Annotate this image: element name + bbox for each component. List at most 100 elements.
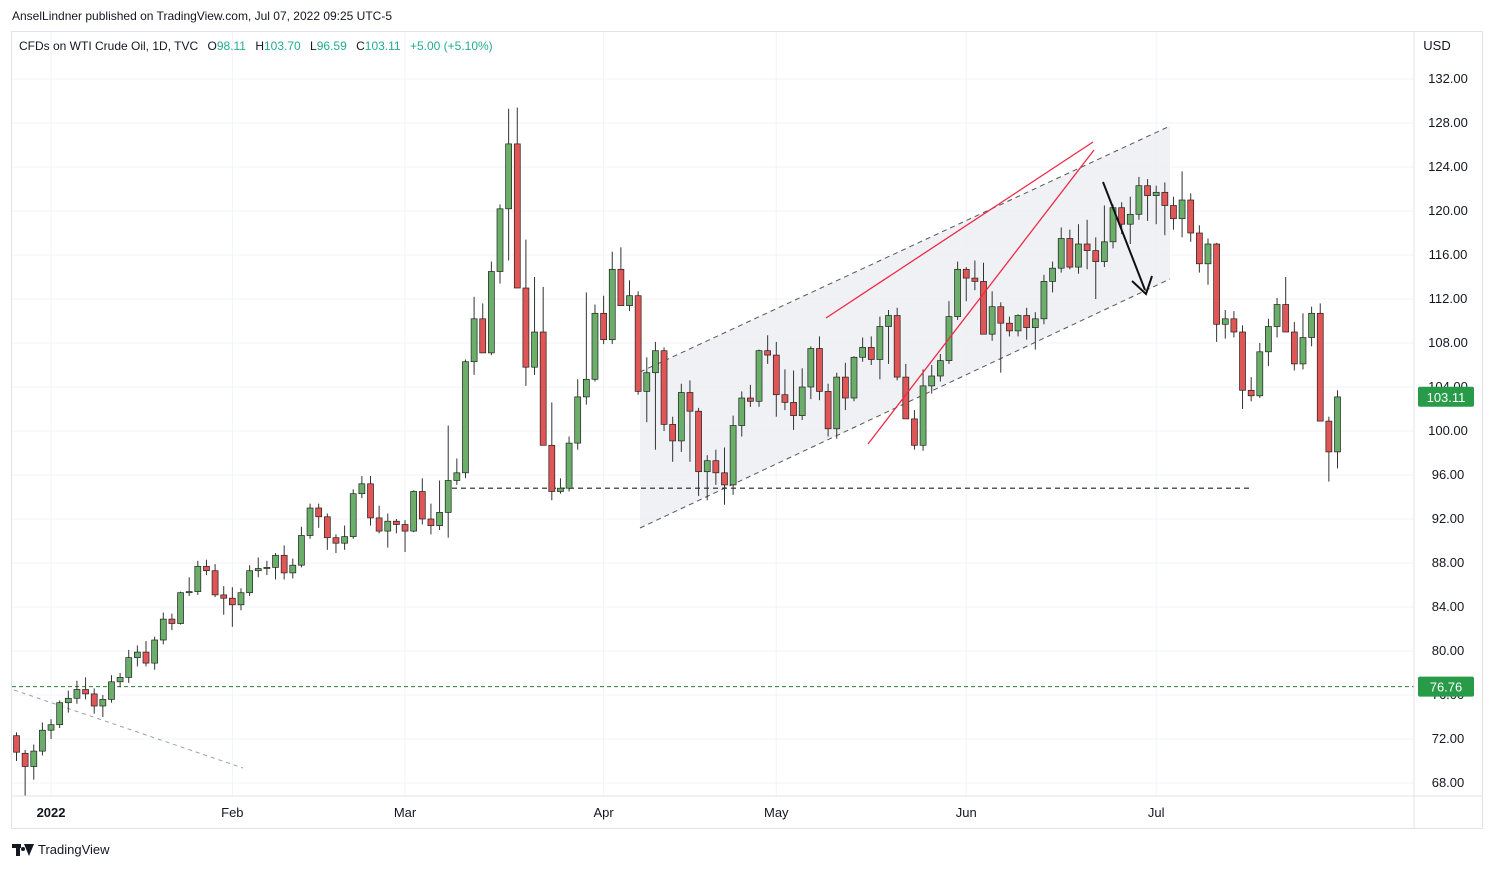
legend-close: 103.11	[364, 39, 401, 53]
channel-fill	[640, 126, 1170, 528]
candle-body	[617, 268, 625, 306]
candle-body	[1118, 207, 1126, 225]
candle	[358, 476, 366, 499]
candle-body	[1282, 304, 1290, 333]
candle	[505, 108, 512, 261]
legend-high: 103.70	[264, 39, 301, 53]
candle	[1101, 205, 1108, 268]
candle	[859, 337, 866, 362]
channel-annotation	[12, 125, 1414, 769]
trend-annotations	[825, 141, 1153, 445]
candle	[1170, 196, 1177, 230]
candles	[13, 107, 1341, 797]
candle-body	[1101, 241, 1108, 262]
candle	[695, 407, 702, 496]
candle	[1256, 343, 1264, 398]
y-tick-label: 128.00	[1428, 115, 1468, 130]
y-tick-label: 124.00	[1428, 159, 1468, 174]
y-tick-label: 92.00	[1432, 511, 1465, 526]
candle-body	[936, 360, 944, 377]
candle-body	[237, 592, 245, 606]
candle	[306, 503, 314, 539]
candle-body	[229, 597, 236, 606]
publisher-line: AnselLindner published on TradingView.co…	[12, 9, 393, 23]
tradingview-footer[interactable]: TradingView	[12, 842, 110, 857]
candle-body	[280, 554, 288, 574]
candle-body	[1023, 315, 1031, 328]
legend-close-label: C	[356, 39, 365, 53]
candle-body	[539, 331, 547, 446]
candle-body	[1196, 232, 1203, 265]
candle-body	[738, 397, 746, 426]
candle-body	[444, 480, 452, 513]
candle	[280, 545, 288, 580]
legend-change: +5.00 (+5.10%)	[409, 39, 493, 53]
candle	[1316, 303, 1324, 422]
candle	[229, 587, 236, 627]
candle	[151, 636, 158, 670]
candle-body	[522, 287, 530, 368]
candle	[1334, 390, 1341, 469]
price-label: 76.76	[1430, 680, 1463, 695]
candle-body	[323, 516, 331, 539]
candle	[816, 336, 823, 401]
candle-body	[1049, 267, 1056, 282]
candle-body	[168, 618, 176, 624]
candle	[798, 368, 806, 420]
candle	[436, 480, 443, 530]
candle-body	[13, 735, 20, 753]
candle-body	[1221, 318, 1229, 325]
candle-body	[1239, 331, 1246, 391]
candle	[1273, 297, 1281, 338]
wedge-lower	[867, 149, 1095, 445]
candle-body	[1230, 318, 1238, 333]
candle-body	[582, 378, 590, 398]
candle	[298, 526, 305, 568]
candle	[1325, 416, 1333, 482]
candle	[1031, 312, 1039, 350]
y-tick-label: 120.00	[1428, 203, 1468, 218]
chart-frame	[11, 31, 1483, 829]
candle	[254, 557, 262, 578]
candle	[1247, 377, 1255, 402]
candle	[1092, 237, 1100, 299]
candle	[116, 673, 124, 688]
candle	[108, 675, 115, 703]
candle	[418, 478, 426, 525]
candle	[237, 588, 245, 611]
candle-body	[928, 375, 936, 387]
arrow-head-icon	[1131, 275, 1153, 296]
candle	[1230, 311, 1238, 338]
candle	[626, 280, 633, 312]
candle-body	[1057, 238, 1065, 269]
candle-body	[1265, 326, 1272, 353]
candle	[919, 369, 927, 451]
candle-body	[177, 592, 184, 624]
candle	[936, 354, 944, 382]
candle-body	[859, 347, 866, 358]
candle	[1221, 310, 1229, 339]
x-tick-label: Feb	[221, 805, 243, 820]
wedge-upper	[825, 141, 1094, 319]
candle-body	[962, 268, 970, 279]
candle	[90, 688, 98, 714]
candle	[1308, 306, 1315, 347]
candle	[876, 316, 884, 380]
candle-body	[660, 350, 668, 425]
candle-body	[1308, 312, 1315, 338]
candle-body	[1187, 199, 1195, 234]
candle-body	[1161, 191, 1169, 206]
candle	[496, 204, 504, 284]
candle	[764, 335, 772, 364]
y-tick-label: 108.00	[1428, 335, 1468, 350]
candle-body	[842, 376, 849, 399]
candle	[220, 586, 228, 615]
candle-body	[82, 689, 89, 695]
candle-body	[30, 750, 38, 767]
candle	[410, 490, 418, 533]
candle-body	[73, 689, 81, 699]
candle	[1075, 224, 1082, 274]
candle-body	[488, 271, 495, 354]
candle-body	[548, 444, 556, 492]
